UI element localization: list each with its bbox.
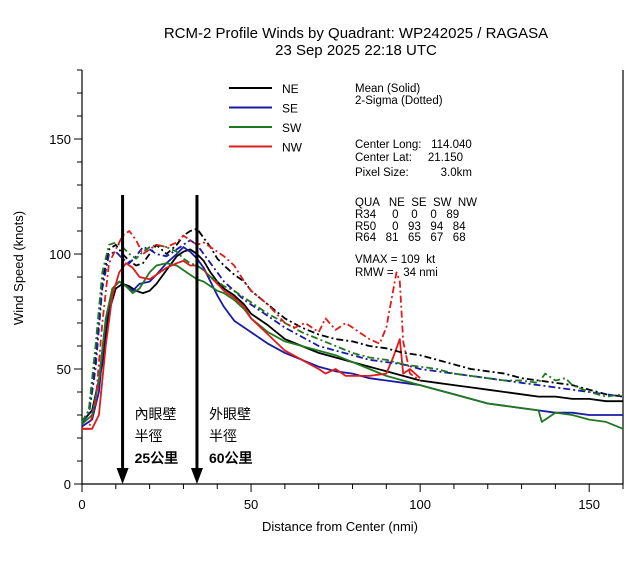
y-tick-label: 100 (49, 247, 71, 262)
info-line: Center Lat: 21.150 (355, 152, 463, 164)
annotation-arrow-head (116, 468, 129, 484)
legend-label: NW (282, 141, 303, 155)
series-nw-mean (82, 259, 421, 430)
annotation-text: 半徑 (209, 428, 237, 444)
info-line: R64 81 65 67 68 (355, 232, 466, 244)
info-line: R50 0 93 94 84 (355, 221, 466, 233)
axes: 0 50 100 150 0 50 100 150 (49, 69, 624, 512)
annotation-text: 25公里 (135, 450, 179, 466)
legend-label: NE (282, 82, 299, 96)
x-tick-label: 100 (409, 497, 431, 512)
info-line: Pixel Size: 3.0km (355, 167, 472, 179)
info-line: RMW = 34 nmi (355, 267, 438, 279)
info-line: R34 0 0 0 89 (355, 209, 459, 221)
series-ne-sigma (81, 227, 624, 423)
x-tick-label: 50 (244, 497, 258, 512)
info-line: Center Long: 114.040 (355, 139, 472, 151)
y-tick-label: 150 (49, 132, 71, 147)
legend-label: SW (282, 121, 302, 135)
legend-label: SE (282, 102, 298, 116)
x-tick-label: 150 (578, 497, 600, 512)
y-axis-label: Wind Speed (knots) (11, 211, 26, 325)
y-tick-label: 0 (64, 477, 71, 492)
legend: NE SE SW NW (229, 82, 303, 155)
x-axis-label: Distance from Center (nmi) (262, 519, 418, 534)
series-nw-sigma (82, 230, 421, 430)
info-line: Mean (Solid) (355, 83, 420, 95)
series-se-sigma (81, 239, 624, 423)
annotation-text: 半徑 (135, 428, 163, 444)
x-tick-label: 0 (78, 497, 85, 512)
y-tick-label: 50 (57, 362, 71, 377)
series-ne-mean (81, 248, 623, 423)
chart-subtitle: 23 Sep 2025 22:18 UTC (275, 42, 437, 59)
series-sw-sigma (81, 241, 624, 423)
annotation-text: 60公里 (209, 450, 253, 466)
annotation-text: 外眼壁 (209, 406, 251, 422)
info-panel: Mean (Solid)2-Sigma (Dotted) Center Long:… (355, 83, 477, 279)
chart-title: RCM-2 Profile Winds by Quadrant: WP24202… (164, 25, 548, 42)
info-line: VMAX = 109 kt (355, 254, 436, 266)
annotation-text: 內眼壁 (135, 406, 177, 422)
series-sw-mean (81, 262, 624, 430)
info-line: QUA NE SE SW NW (355, 197, 477, 209)
annotation-arrow-head (190, 468, 203, 484)
series-lines (81, 227, 624, 430)
info-line: 2-Sigma (Dotted) (355, 95, 443, 107)
